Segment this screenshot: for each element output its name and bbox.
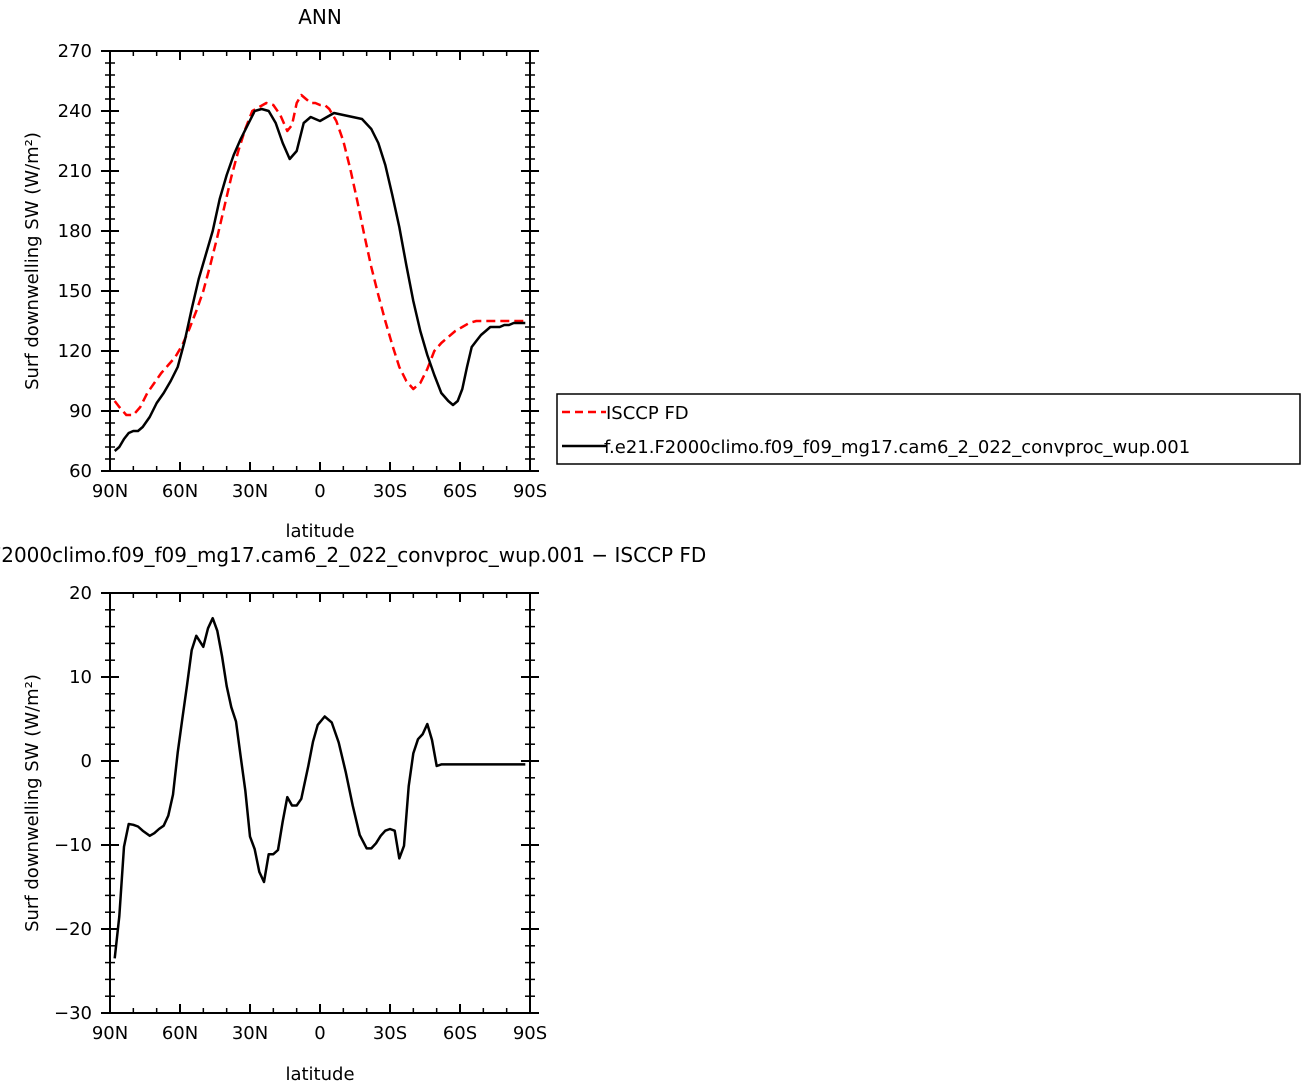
y-tick-label: −20 [54,919,92,940]
axis-ticks: 90N 60N 30N 0 30S 60S 90S −30 −20 −10 0 10 20 [54,583,547,1044]
y-tick-label: 270 [58,41,92,62]
legend: ISCCP FD f.e21.F2000climo.f09_f09_mg17.c… [556,393,1301,465]
panel-ann: ANN Surf downwelling SW (W/m²) latitude … [22,5,547,542]
y-tick-label: 0 [81,751,92,772]
series-line-1 [113,107,526,452]
x-tick-label: 60N [162,481,198,502]
y-tick-label: 20 [69,583,92,604]
series-line-0 [113,616,526,959]
plot-frame [109,50,531,472]
x-tick-label: 60S [443,1023,477,1044]
x-tick-label: 0 [314,481,325,502]
y-tick-label: 240 [58,101,92,122]
y-tick-label: −10 [54,835,92,856]
plot-series [113,616,526,959]
y-tick-label: 180 [58,221,92,242]
series-line-0 [113,93,526,417]
legend-label-model: f.e21.F2000climo.f09_f09_mg17.cam6_2_022… [604,437,1190,458]
x-tick-label: 90N [92,1023,128,1044]
chart-title: ANN [298,5,342,29]
y-axis-label: Surf downwelling SW (W/m²) [22,674,43,932]
plot-frame [109,592,531,1014]
x-axis-label: latitude [285,521,354,542]
legend-box [556,393,1301,465]
x-axis-label: latitude [285,1064,354,1085]
y-tick-label: 150 [58,281,92,302]
panel-diff: f.e21.F2000climo.f09_f09_mg17.cam6_2_022… [0,543,706,1085]
y-tick-label: 90 [69,401,92,422]
y-tick-label: 210 [58,161,92,182]
x-tick-label: 90S [513,481,547,502]
x-tick-label: 60N [162,1023,198,1044]
chart-title: f.e21.F2000climo.f09_f09_mg17.cam6_2_022… [0,543,706,567]
x-tick-label: 30S [373,481,407,502]
y-tick-label: 10 [69,667,92,688]
x-tick-label: 60S [443,481,477,502]
plot-series [113,93,526,452]
x-tick-label: 30S [373,1023,407,1044]
x-tick-label: 30N [232,1023,268,1044]
legend-label-isccp: ISCCP FD [606,403,689,424]
y-tick-label: 60 [69,461,92,482]
y-tick-label: 120 [58,341,92,362]
y-tick-label: −30 [54,1003,92,1024]
y-axis-label: Surf downwelling SW (W/m²) [22,132,43,390]
x-tick-label: 0 [314,1023,325,1044]
x-tick-label: 30N [232,481,268,502]
x-tick-label: 90N [92,481,128,502]
x-tick-label: 90S [513,1023,547,1044]
